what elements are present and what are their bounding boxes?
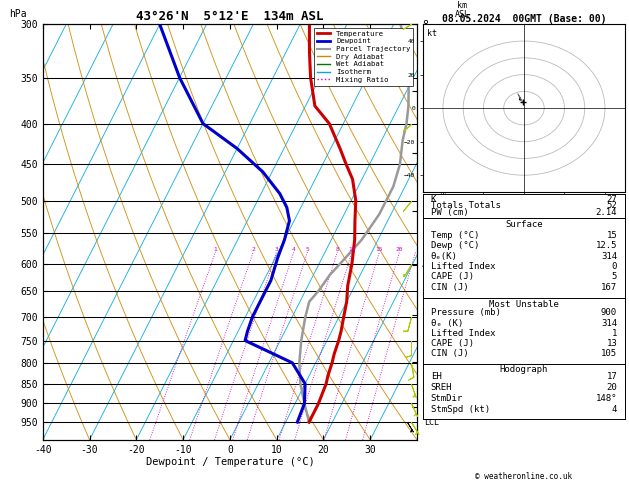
Text: 10: 10 xyxy=(348,247,356,252)
Text: Lifted Index: Lifted Index xyxy=(431,329,495,338)
Text: 27: 27 xyxy=(606,195,617,204)
Text: Totals Totals: Totals Totals xyxy=(431,201,501,210)
Text: 105: 105 xyxy=(601,349,617,358)
Text: Pressure (mb): Pressure (mb) xyxy=(431,308,501,317)
Text: 15: 15 xyxy=(376,247,383,252)
Text: 314: 314 xyxy=(601,252,617,260)
Text: kt: kt xyxy=(426,29,437,38)
Text: 5: 5 xyxy=(612,273,617,281)
Text: Lifted Index: Lifted Index xyxy=(431,262,495,271)
Text: CAPE (J): CAPE (J) xyxy=(431,339,474,348)
Text: 900: 900 xyxy=(601,308,617,317)
X-axis label: Dewpoint / Temperature (°C): Dewpoint / Temperature (°C) xyxy=(145,457,314,468)
Text: 0: 0 xyxy=(612,262,617,271)
Text: 52: 52 xyxy=(606,201,617,210)
Text: LCL: LCL xyxy=(425,418,440,427)
Text: 3: 3 xyxy=(275,247,279,252)
Text: 12.5: 12.5 xyxy=(596,241,617,250)
Text: CAPE (J): CAPE (J) xyxy=(431,273,474,281)
Text: 148°: 148° xyxy=(596,394,617,403)
Text: CIN (J): CIN (J) xyxy=(431,349,469,358)
Text: 5: 5 xyxy=(306,247,309,252)
Text: © weatheronline.co.uk: © weatheronline.co.uk xyxy=(476,472,572,481)
Text: EH: EH xyxy=(431,372,442,382)
Text: SREH: SREH xyxy=(431,383,452,392)
Text: 20: 20 xyxy=(396,247,403,252)
Text: PW (cm): PW (cm) xyxy=(431,208,469,217)
Text: 1: 1 xyxy=(214,247,218,252)
Text: θₑ(K): θₑ(K) xyxy=(431,252,458,260)
Text: 15: 15 xyxy=(606,231,617,240)
Text: Hodograph: Hodograph xyxy=(500,365,548,374)
Text: 20: 20 xyxy=(606,383,617,392)
Text: 167: 167 xyxy=(601,283,617,292)
Text: 8: 8 xyxy=(335,247,339,252)
Text: Most Unstable: Most Unstable xyxy=(489,300,559,309)
Text: StmDir: StmDir xyxy=(431,394,463,403)
Text: 1: 1 xyxy=(612,329,617,338)
Text: Surface: Surface xyxy=(505,220,543,229)
Text: K: K xyxy=(431,195,436,204)
Text: 13: 13 xyxy=(606,339,617,348)
Text: 17: 17 xyxy=(606,372,617,382)
Text: hPa: hPa xyxy=(9,9,26,19)
Legend: Temperature, Dewpoint, Parcel Trajectory, Dry Adiabat, Wet Adiabat, Isotherm, Mi: Temperature, Dewpoint, Parcel Trajectory… xyxy=(314,28,413,86)
Text: 4: 4 xyxy=(292,247,296,252)
Text: 2: 2 xyxy=(252,247,255,252)
Text: Dewp (°C): Dewp (°C) xyxy=(431,241,479,250)
Text: θₑ (K): θₑ (K) xyxy=(431,318,463,328)
Text: CIN (J): CIN (J) xyxy=(431,283,469,292)
Text: 314: 314 xyxy=(601,318,617,328)
Title: 43°26'N  5°12'E  134m ASL: 43°26'N 5°12'E 134m ASL xyxy=(136,10,324,23)
Y-axis label: Mixing Ratio (g/kg): Mixing Ratio (g/kg) xyxy=(438,181,447,283)
Text: km
ASL: km ASL xyxy=(454,0,469,19)
Text: Temp (°C): Temp (°C) xyxy=(431,231,479,240)
Text: 08.05.2024  00GMT (Base: 00): 08.05.2024 00GMT (Base: 00) xyxy=(442,14,606,24)
Text: StmSpd (kt): StmSpd (kt) xyxy=(431,405,490,414)
Text: 2.14: 2.14 xyxy=(596,208,617,217)
Text: 4: 4 xyxy=(612,405,617,414)
